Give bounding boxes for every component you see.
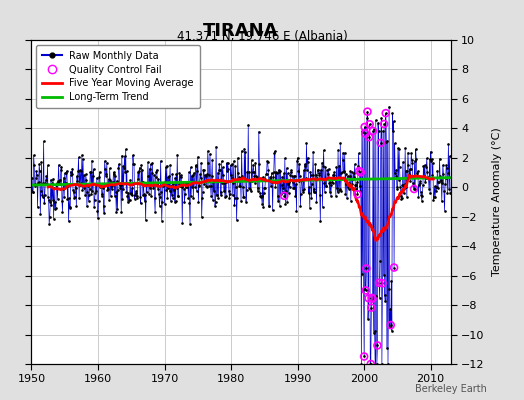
Point — [367, 361, 375, 367]
Y-axis label: Temperature Anomaly (°C): Temperature Anomaly (°C) — [492, 128, 501, 276]
Point — [367, 304, 376, 311]
Title: TIRANA: TIRANA — [203, 22, 279, 40]
Point — [355, 168, 363, 174]
Point — [390, 264, 398, 271]
Point — [280, 193, 289, 199]
Legend: Raw Monthly Data, Quality Control Fail, Five Year Moving Average, Long-Term Tren: Raw Monthly Data, Quality Control Fail, … — [36, 45, 200, 108]
Point — [387, 322, 395, 328]
Text: Berkeley Earth: Berkeley Earth — [416, 384, 487, 394]
Text: 41.371 N, 19.746 E (Albania): 41.371 N, 19.746 E (Albania) — [177, 30, 347, 43]
Point — [363, 108, 372, 115]
Point — [380, 121, 388, 127]
Point — [365, 121, 374, 128]
Point — [361, 130, 369, 137]
Point — [364, 295, 373, 302]
Point — [377, 140, 385, 146]
Point — [353, 191, 362, 198]
Point — [361, 124, 369, 130]
Point — [378, 280, 387, 286]
Point — [362, 265, 370, 272]
Point — [369, 128, 377, 134]
Point — [368, 295, 376, 301]
Point — [375, 280, 383, 286]
Point — [365, 134, 373, 140]
Point — [362, 287, 370, 294]
Point — [360, 353, 368, 360]
Point — [410, 186, 418, 192]
Point — [357, 169, 365, 176]
Point — [381, 110, 390, 116]
Point — [368, 296, 377, 302]
Point — [373, 342, 381, 349]
